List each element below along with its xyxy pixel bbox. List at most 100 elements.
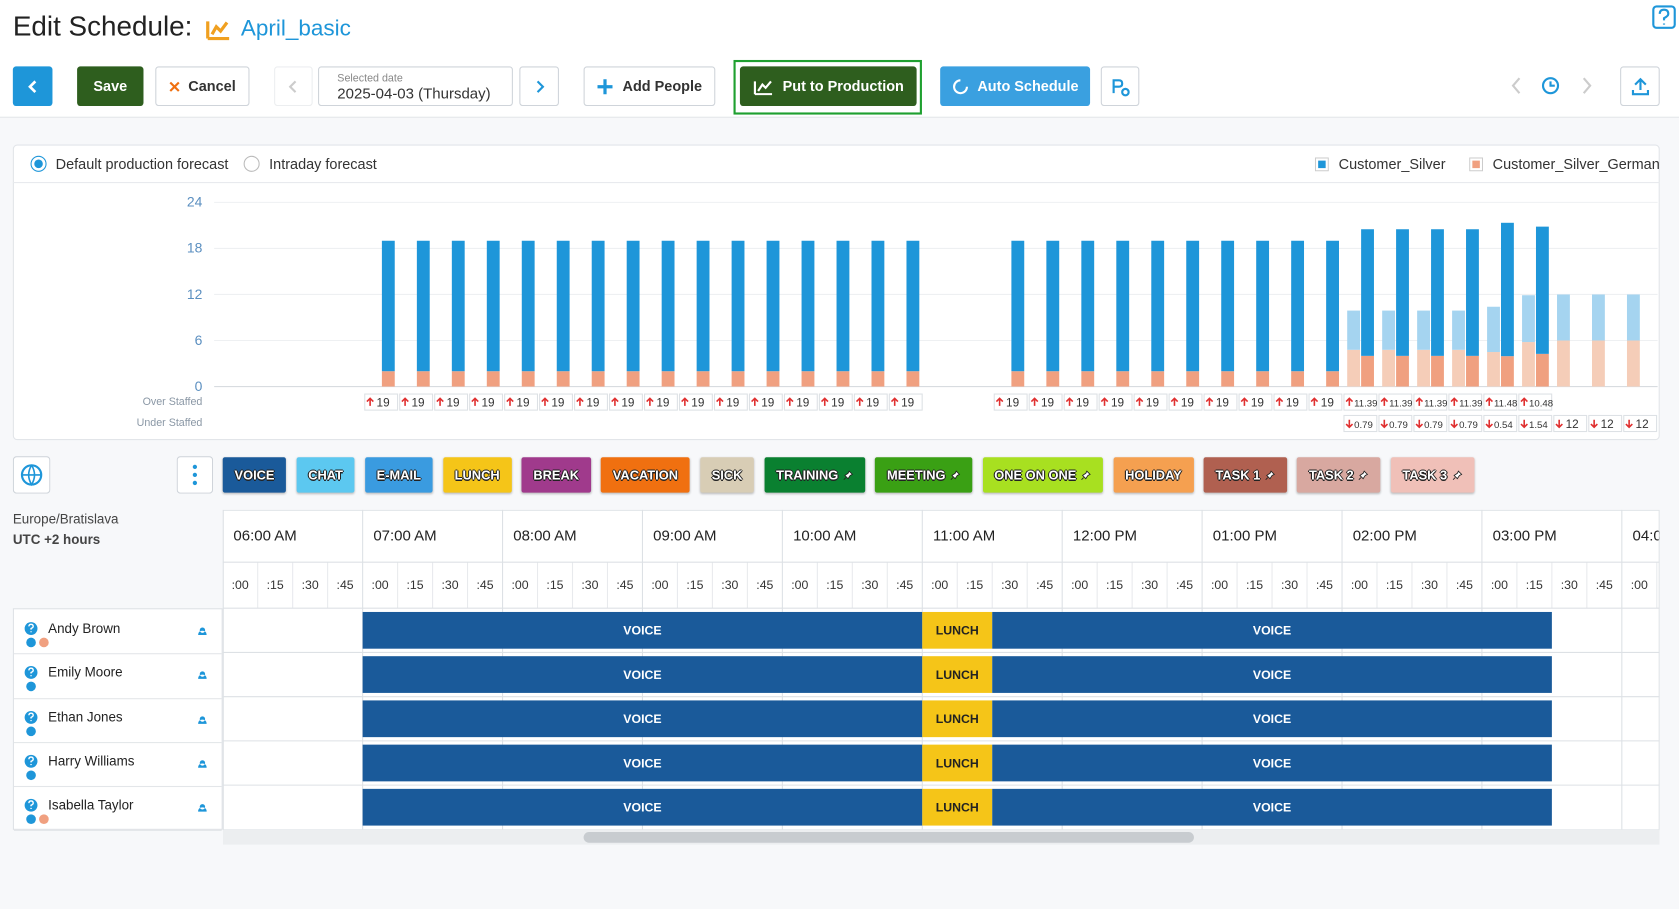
staffing-cell [364,393,399,411]
staffing-cell [644,393,678,411]
activity-chip[interactable]: TASK 2 [1297,457,1381,493]
more-button[interactable] [176,456,214,494]
help-button[interactable] [1651,4,1677,32]
quarter-label: :30 [441,578,458,592]
shift-block[interactable] [922,611,993,649]
agent-row[interactable]: Ethan Jones [13,698,222,744]
activity-chip[interactable]: HOLIDAY [1113,457,1194,493]
shift-block[interactable] [362,611,923,649]
legend-item[interactable]: Customer_Silver_German [1469,154,1660,173]
auto-schedule-button[interactable]: Auto Schedule [940,66,1091,107]
legend-label: Customer_Silver [1338,155,1446,172]
activity-chip[interactable]: SICK [699,457,755,493]
date-picker[interactable]: Selected date 2025-04-03 (Thursday) [318,66,513,107]
shift-block[interactable] [992,656,1552,693]
activity-chip[interactable]: VOICE [222,457,287,493]
activity-chip[interactable]: ONE ON ONE [982,457,1104,493]
activity-chip[interactable]: LUNCH [442,457,512,493]
legend: Customer_Silver Customer_Silver_German [1315,154,1660,173]
activity-chip[interactable]: VACATION [601,457,690,493]
activity-chip[interactable]: TASK 1 [1203,457,1288,493]
activity-chip[interactable]: E-MAIL [364,457,433,493]
agent-row[interactable]: Andy Brown [13,609,222,655]
back-button[interactable] [12,66,53,107]
bar-segment [1466,229,1479,356]
shift-block[interactable] [992,744,1552,782]
agent-icons [24,622,207,648]
shift-block[interactable] [922,744,993,782]
put-to-production-button[interactable]: Put to Production [739,66,917,107]
radio[interactable] [30,155,47,172]
staffing-cell [1518,393,1553,411]
panel-divider [12,182,1660,184]
scrollbar-thumb[interactable] [583,832,1194,843]
agent-icons [24,710,207,736]
timezone-button[interactable] [12,456,51,494]
prev-date-button[interactable] [274,66,313,107]
agent-row[interactable]: Isabella Taylor [13,786,222,832]
save-button[interactable]: Save [77,66,144,107]
shift-block[interactable] [992,611,1552,649]
forecast-option[interactable]: Default production forecast [30,154,228,173]
history-controls[interactable] [1504,73,1600,99]
add-people-button[interactable]: Add People [583,66,716,107]
forecast-option[interactable]: Intraday forecast [243,154,377,173]
shift-block[interactable] [362,744,923,782]
staffing-arrow [1065,397,1074,406]
shift-block[interactable] [992,788,1552,826]
agent-name: Andy Brown [48,621,121,637]
staffing-value: 19 [516,396,529,409]
agent-icons [24,666,207,692]
agent-row[interactable]: Harry Williams [13,742,222,788]
shift-block[interactable] [362,788,923,826]
hour-label: 03:00 PM [1493,527,1557,544]
pin-shape [1081,469,1092,480]
quarter-label: :00 [511,578,528,592]
shift-block[interactable] [922,700,993,738]
schedule-name[interactable]: April_basic [240,16,351,41]
activity-chip[interactable]: TASK 3 [1390,457,1474,493]
status-help-mark [28,623,34,633]
shift-label: LUNCH [936,801,979,815]
activity-chip[interactable]: TRAINING [764,457,866,493]
quarter-label: :45 [896,578,913,592]
legend-item[interactable]: Customer_Silver [1315,154,1446,173]
staffing-cell [1483,414,1518,433]
bar-segment [381,240,395,372]
forecast-segment [1592,340,1605,387]
bar-segment [1151,240,1165,372]
export-button[interactable] [1620,66,1660,107]
activity-chip[interactable]: BREAK [521,457,591,493]
shift-block[interactable] [992,700,1552,738]
shift-block[interactable] [362,656,923,693]
bar-segment [451,371,465,387]
shift-label: VOICE [623,668,661,682]
staffing-arrow [611,397,619,406]
bar-segment [1396,229,1409,356]
staffing-arrow [785,397,794,406]
agent-row[interactable]: Emily Moore [13,654,222,699]
settings-button[interactable] [1100,66,1140,107]
agent-name: Ethan Jones [48,709,123,725]
activity-chip[interactable]: MEETING [875,457,973,493]
forecast-segment [1592,294,1605,341]
staffing-cell [853,393,888,411]
bar-segment [1501,222,1514,357]
shift-block[interactable] [922,656,993,693]
staffing-cell [1343,393,1378,411]
next-date-button[interactable] [519,66,559,107]
staffing-cell [1553,414,1588,433]
quarter-label: :45 [1176,578,1193,592]
staffing-cell [818,393,853,411]
radio[interactable] [243,155,261,172]
skill-dot [39,814,49,825]
shift-block[interactable] [922,788,993,826]
cancel-button[interactable]: Cancel [155,66,250,107]
staffing-value: 19 [1111,396,1124,409]
bar-segment [731,240,745,372]
shift-block[interactable] [362,700,923,738]
forecast-segment [1522,295,1535,343]
quarter-label: :15 [826,578,843,592]
activity-chip[interactable]: CHAT [296,457,355,493]
staffing-value: 11.39 [1424,398,1447,409]
